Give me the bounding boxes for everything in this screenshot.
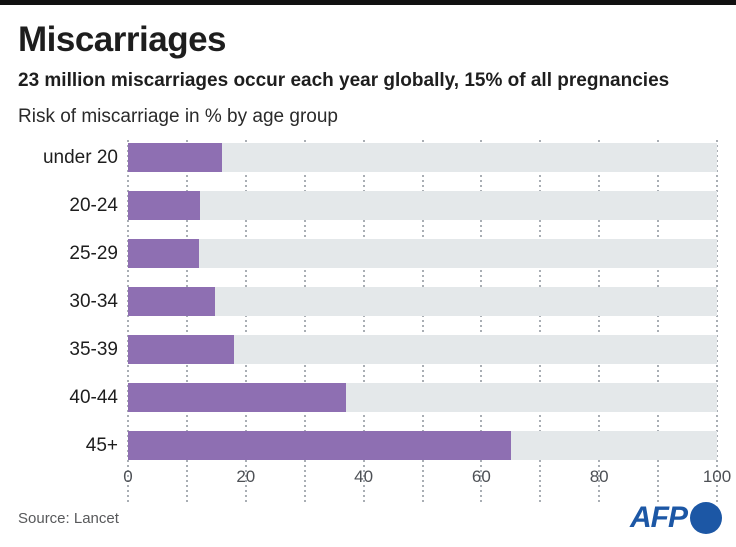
axis-tick-label: 80 — [589, 467, 609, 486]
page-title: Miscarriages — [18, 20, 227, 59]
afp-logo-text: AFP — [630, 501, 688, 534]
afp-logo: AFP — [630, 501, 722, 535]
bar-label: 25-29 — [69, 243, 118, 264]
bar-chart: under 20 20-24 25-29 30-34 35-39 40-44 45+ 0 20… — [0, 140, 736, 502]
bar-track — [128, 335, 717, 364]
axis-tick-label: 0 — [123, 467, 133, 486]
bar-label: 45+ — [85, 435, 118, 456]
bar-track — [128, 431, 717, 460]
bar — [128, 239, 199, 268]
afp-logo-circle-icon — [690, 502, 722, 534]
chart-subtitle: 23 million miscarriages occur each year … — [18, 70, 670, 91]
bar-track — [128, 287, 717, 316]
bar-track — [128, 191, 717, 220]
bar-label: 30-34 — [69, 291, 118, 312]
bar-label: 40-44 — [69, 387, 118, 408]
bar — [128, 383, 346, 412]
x-axis: 0 20 40 60 80 100 — [123, 460, 731, 488]
bar-row: 25-29 — [0, 239, 736, 268]
bar-label: under 20 — [42, 147, 118, 168]
bar-track — [128, 143, 717, 172]
bar-rows: under 20 20-24 25-29 30-34 35-39 40-44 45+ — [0, 143, 736, 460]
bar-row: 30-34 — [0, 287, 736, 316]
chart-axis-description: Risk of miscarriage in % by age group — [18, 106, 338, 127]
bar-label: 20-24 — [69, 195, 118, 216]
bar-row: 45+ — [0, 431, 736, 460]
bar-label: 35-39 — [69, 339, 118, 360]
axis-tick-label: 20 — [236, 467, 256, 486]
top-accent-bar — [0, 0, 736, 5]
bar-track — [128, 239, 717, 268]
bar — [128, 431, 511, 460]
bar-track — [128, 383, 717, 412]
bar-row: 40-44 — [0, 383, 736, 412]
axis-tick-label: 40 — [354, 467, 374, 486]
footer: Source: Lancet AFP — [0, 495, 736, 547]
bar — [128, 287, 215, 316]
bar — [128, 191, 201, 220]
axis-tick-label: 100 — [702, 467, 732, 486]
bar-row: 20-24 — [0, 191, 736, 220]
bar-row: under 20 — [0, 143, 736, 172]
bar — [128, 335, 235, 364]
source-credit: Source: Lancet — [18, 509, 119, 527]
bar — [128, 143, 223, 172]
bar-row: 35-39 — [0, 335, 736, 364]
axis-tick-label: 60 — [471, 467, 491, 486]
